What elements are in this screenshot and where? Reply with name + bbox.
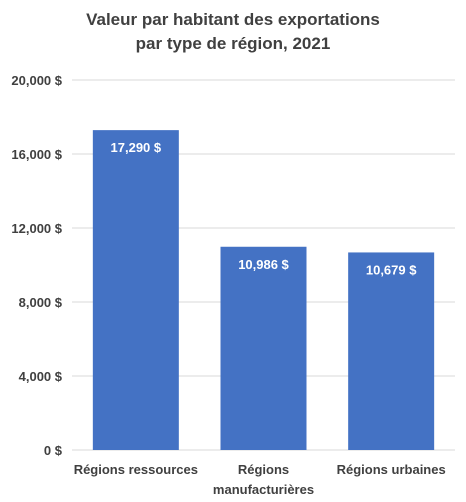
data-label: 10,986 $: [238, 257, 289, 272]
y-tick-label: 12,000 $: [11, 221, 62, 236]
bar: [348, 252, 435, 450]
bar: [92, 130, 179, 450]
y-tick-label: 4,000 $: [19, 369, 63, 384]
y-tick-label: 16,000 $: [11, 147, 62, 162]
bar: [220, 246, 307, 450]
y-tick-label: 20,000 $: [11, 73, 62, 88]
data-label: 17,290 $: [111, 140, 162, 155]
data-label: 10,679 $: [366, 262, 417, 277]
x-category-label: manufacturières: [213, 482, 314, 497]
x-category-label: Régions: [238, 462, 289, 477]
x-category-label: Régions ressources: [74, 462, 198, 477]
chart-title-line-1: Valeur par habitant des exportations: [86, 10, 380, 29]
x-category-label: Régions urbaines: [337, 462, 446, 477]
y-tick-label: 0 $: [44, 443, 63, 458]
chart-title: Valeur par habitant des exportations par…: [0, 8, 466, 56]
y-tick-label: 8,000 $: [19, 295, 63, 310]
chart-title-line-2: par type de région, 2021: [135, 34, 331, 53]
